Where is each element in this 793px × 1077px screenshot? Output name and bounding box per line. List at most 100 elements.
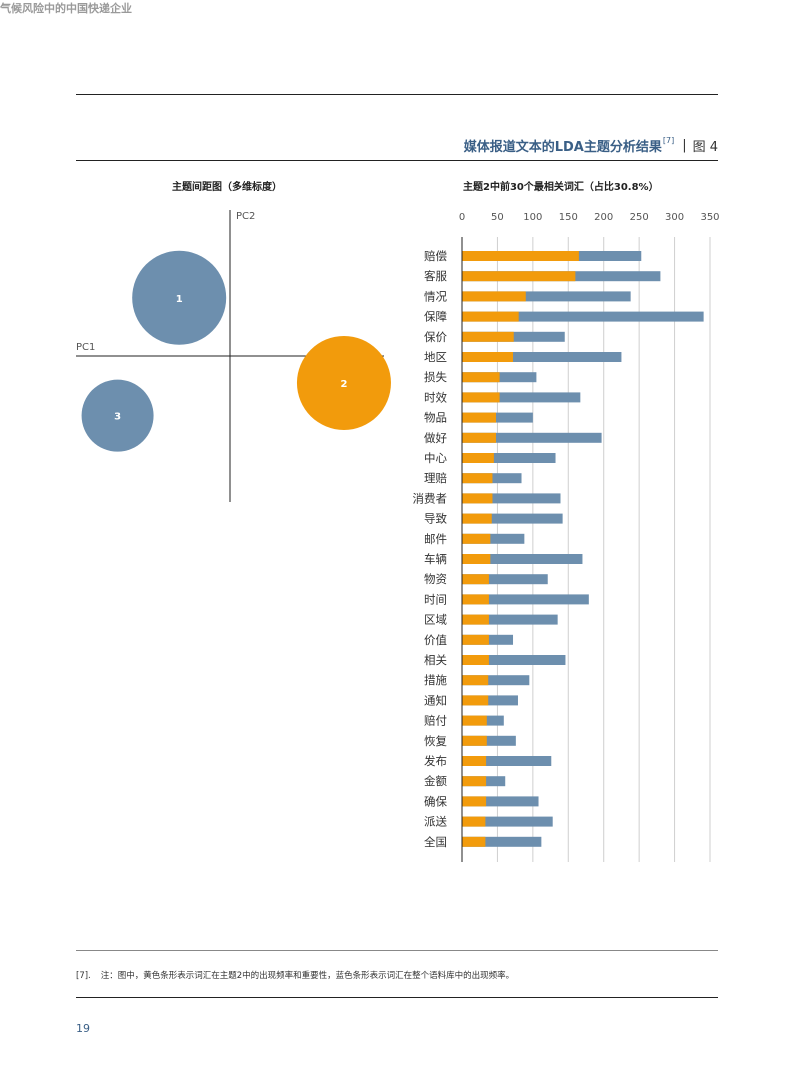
category-label: 价值	[424, 633, 447, 647]
page-number: 19	[76, 1022, 90, 1035]
topic-frequency-bar	[462, 634, 489, 645]
topic-frequency-bar	[462, 392, 500, 403]
category-label: 全国	[424, 835, 447, 849]
category-label: 物品	[424, 411, 447, 425]
corpus-frequency-bar	[462, 594, 589, 605]
x-tick-label: 0	[459, 212, 465, 223]
corpus-frequency-bar	[462, 796, 539, 807]
x-tick-label: 50	[491, 212, 504, 223]
topic-frequency-bar	[462, 574, 489, 585]
category-label: 区域	[424, 613, 447, 627]
figure-caption: 媒体报道文本的LDA主题分析结果 [7] | 图 4	[464, 136, 718, 155]
topic-frequency-bar	[462, 836, 486, 847]
category-label: 保价	[424, 330, 447, 344]
category-label: 赔付	[424, 714, 447, 728]
topic-frequency-bar	[462, 756, 487, 766]
topic-frequency-bar	[462, 331, 514, 342]
x-tick-label: 250	[630, 212, 649, 223]
topic-2-label: 2	[340, 379, 347, 390]
topic-frequency-bar	[462, 695, 489, 706]
corpus-frequency-bar	[462, 453, 556, 463]
corpus-frequency-bar	[462, 695, 518, 706]
corpus-frequency-bar	[462, 533, 525, 544]
x-tick-label: 100	[523, 212, 542, 223]
category-label: 物资	[424, 572, 447, 586]
topic-1-bubble[interactable]	[132, 250, 227, 345]
topic-frequency-bar	[462, 493, 493, 504]
topic-1-label: 1	[176, 294, 183, 305]
header-rule	[76, 94, 718, 95]
corpus-frequency-bar	[462, 655, 566, 665]
corpus-frequency-bar	[462, 493, 561, 504]
figure-title: 媒体报道文本的LDA主题分析结果	[463, 140, 662, 155]
pc2-axis-label: PC2	[236, 211, 255, 222]
topic-frequency-bar	[462, 372, 500, 383]
topic-3-bubble[interactable]	[81, 379, 154, 452]
figure-footnote-ref[interactable]: [7]	[662, 136, 675, 145]
category-label: 恢复	[424, 734, 447, 748]
corpus-frequency-bar	[462, 291, 631, 302]
topic-frequency-bar	[462, 513, 492, 524]
footer-rule	[76, 997, 718, 998]
topic-frequency-bar	[462, 735, 487, 746]
corpus-frequency-bar	[462, 756, 552, 766]
category-label: 赔偿	[424, 249, 447, 263]
topic-frequency-bar	[462, 614, 489, 625]
topic-frequency-bar	[462, 291, 526, 302]
caption-rule	[76, 160, 718, 161]
topic-frequency-bar	[462, 594, 489, 605]
category-label: 时间	[424, 592, 447, 606]
category-label: 消费者	[413, 491, 448, 505]
category-label: 金额	[424, 774, 447, 788]
x-tick-label: 150	[559, 212, 578, 223]
corpus-frequency-bar	[462, 735, 516, 746]
category-label: 客服	[424, 269, 447, 283]
footnote-rule	[76, 950, 718, 951]
figure-number: 图 4	[692, 140, 718, 155]
topic-frequency-bar	[462, 675, 489, 686]
category-label: 派送	[424, 815, 447, 829]
topic-frequency-bar	[462, 271, 576, 282]
category-label: 发布	[424, 754, 447, 768]
topic-frequency-bar	[462, 453, 494, 463]
category-label: 做好	[424, 431, 447, 445]
corpus-frequency-bar	[462, 352, 622, 362]
topic-frequency-bar	[462, 432, 497, 443]
topic-frequency-bar	[462, 655, 489, 665]
category-label: 确保	[424, 794, 447, 808]
category-label: 中心	[424, 451, 447, 465]
corpus-frequency-bar	[462, 816, 553, 827]
topic-frequency-bar	[462, 554, 491, 564]
running-header: 气候风险中的中国快递企业	[0, 2, 132, 15]
corpus-frequency-bar	[462, 836, 542, 847]
topic-frequency-bar	[462, 311, 519, 322]
corpus-frequency-bar	[462, 574, 548, 585]
topic-2-bubble[interactable]	[296, 335, 391, 430]
footnote-text: 注：图中，黄色条形表示词汇在主题2中的出现频率和重要性，蓝色条形表示词汇在整个语…	[100, 971, 515, 981]
x-tick-label: 350	[700, 212, 719, 223]
topic-frequency-bar	[462, 533, 491, 544]
category-label: 相关	[424, 653, 447, 667]
corpus-frequency-bar	[462, 432, 602, 443]
footnote-mark: [7].	[76, 971, 91, 981]
right-chart-title: 主题2中前30个最相关词汇（占比30.8%）	[463, 182, 659, 193]
category-label: 通知	[424, 693, 447, 707]
corpus-frequency-bar	[462, 614, 558, 625]
corpus-frequency-bar	[462, 311, 704, 322]
corpus-frequency-bar	[462, 675, 530, 686]
x-tick-label: 200	[594, 212, 613, 223]
corpus-frequency-bar	[462, 412, 533, 423]
topic-frequency-bar	[462, 816, 486, 827]
category-label: 邮件	[424, 532, 447, 546]
corpus-frequency-bar	[462, 513, 563, 524]
topic-frequency-bar	[462, 796, 487, 807]
topic-frequency-bar	[462, 251, 579, 261]
category-label: 地区	[424, 350, 447, 364]
topic-frequency-bar	[462, 412, 497, 423]
corpus-frequency-bar	[462, 554, 583, 564]
topic-frequency-bar	[462, 715, 487, 726]
left-chart-title: 主题间距图（多维标度）	[172, 182, 282, 193]
category-label: 损失	[424, 370, 447, 384]
